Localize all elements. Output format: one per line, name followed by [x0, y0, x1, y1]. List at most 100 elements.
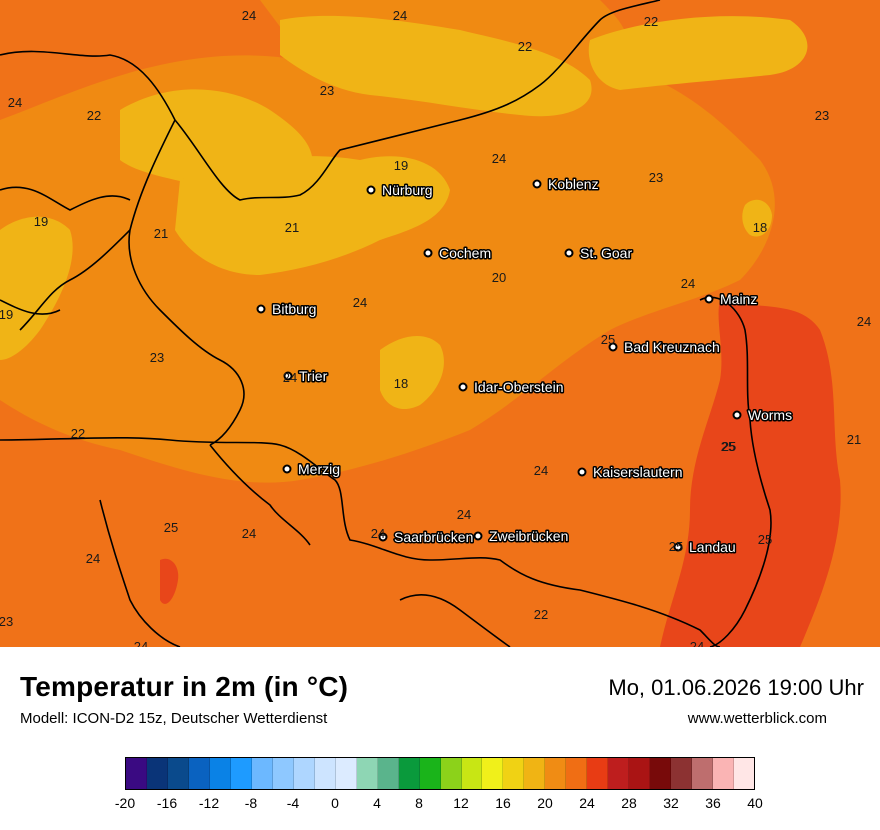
- city-marker: Kaiserslautern: [577, 463, 684, 482]
- color-scale-tick-label: 28: [621, 795, 637, 811]
- red-orange-region-southwest: [160, 558, 179, 604]
- temperature-value-label: 22: [534, 607, 548, 622]
- model-source: Modell: ICON-D2 15z, Deutscher Wetterdie…: [20, 710, 328, 727]
- color-scale-segment: [314, 758, 336, 789]
- color-scale-segment: [230, 758, 252, 789]
- city-label: Cochem: [439, 245, 491, 261]
- city-label: Nürburg: [382, 182, 433, 198]
- temperature-value-label: 22: [87, 108, 101, 123]
- forecast-datetime: Mo, 01.06.2026 19:00 Uhr: [608, 675, 864, 700]
- color-scale-tick-label: -16: [156, 795, 178, 811]
- temperature-value-label: 23: [649, 170, 663, 185]
- color-scale-segment: [209, 758, 231, 789]
- temperature-value-label: 25: [758, 532, 772, 547]
- temperature-value-label: 21: [847, 432, 861, 447]
- color-scale-segment: [356, 758, 378, 789]
- city-marker: Nürburg: [366, 181, 434, 200]
- color-scale-tick-label: 32: [663, 795, 679, 811]
- temperature-value-label: 24: [242, 8, 256, 23]
- temperature-value-label: 22: [518, 39, 532, 54]
- color-scale-tick-label: 4: [373, 795, 381, 811]
- city-marker: Trier: [283, 367, 329, 386]
- city-dot-icon: [458, 382, 468, 392]
- temperature-value-label: 25: [669, 539, 683, 554]
- city-marker: Cochem: [423, 244, 493, 263]
- temperature-value-label: 24: [242, 526, 256, 541]
- color-scale-tick-label: -8: [244, 795, 258, 811]
- color-scale-tick-label: 12: [453, 795, 469, 811]
- color-scale-tick-label: 16: [495, 795, 511, 811]
- color-scale-tick-label: 8: [415, 795, 423, 811]
- color-scale-segment: [398, 758, 420, 789]
- temperature-value-label: 25: [721, 439, 735, 454]
- color-scale-segment: [146, 758, 168, 789]
- color-scale-tick-label: 40: [747, 795, 763, 811]
- color-scale-segment: [461, 758, 483, 789]
- yellow-region-hunsrueck: [380, 335, 444, 410]
- color-scale-segment: [251, 758, 273, 789]
- color-scale-segment: [377, 758, 399, 789]
- city-dot-icon: [704, 294, 714, 304]
- city-dot-icon: [608, 342, 618, 352]
- temperature-label-layer: 24 24 22 22 22 24 23 23 19 24 23 19 21 21 18 20 24 24 19 24…: [0, 8, 871, 647]
- color-scale-segment: [293, 758, 315, 789]
- city-label: Zweibrücken: [489, 528, 568, 544]
- yellow-region-north: [280, 15, 592, 117]
- city-dot-icon: [378, 532, 388, 542]
- temperature-value-label: 24: [857, 314, 871, 329]
- color-scale-segment: [692, 758, 714, 789]
- temperature-value-label: 18: [394, 376, 408, 391]
- temperature-value-label: 23: [150, 350, 164, 365]
- temperature-value-label: 18: [753, 220, 767, 235]
- temperature-value-label: 24: [371, 526, 385, 541]
- yellow-region-northeast: [588, 16, 808, 91]
- color-scale-segment: [734, 758, 755, 789]
- city-marker: Idar-Oberstein: [458, 378, 565, 397]
- temperature-value-label: 22: [644, 14, 658, 29]
- color-scale-segment: [335, 758, 357, 789]
- color-scale-segment: [650, 758, 672, 789]
- city-label: Mainz: [720, 291, 757, 307]
- temperature-value-label: 25: [164, 520, 178, 535]
- city-dot-icon: [577, 467, 587, 477]
- color-scale-segment: [503, 758, 525, 789]
- city-label: Landau: [689, 539, 736, 555]
- temperature-value-label: 24: [134, 639, 148, 647]
- color-scale-segment: [608, 758, 630, 789]
- city-dot-icon: [473, 531, 483, 541]
- city-label: Bitburg: [272, 301, 316, 317]
- city-dot-icon: [564, 248, 574, 258]
- color-scale-tick-label: 20: [537, 795, 553, 811]
- border-lines: [0, 0, 772, 647]
- temperature-value-label: 23: [815, 108, 829, 123]
- temperature-value-label: 24: [8, 95, 22, 110]
- city-label: Kaiserslautern: [593, 464, 683, 480]
- city-label: Koblenz: [548, 176, 599, 192]
- city-marker: Koblenz: [532, 175, 600, 194]
- city-label: Idar-Oberstein: [474, 379, 563, 395]
- color-scale-segment: [545, 758, 567, 789]
- city-marker: Merzig: [282, 460, 342, 479]
- city-marker: Bitburg: [256, 300, 318, 319]
- temperature-value-label: 24: [283, 370, 297, 385]
- temperature-value-label: 24: [534, 463, 548, 478]
- color-scale-tick-label: -20: [114, 795, 136, 811]
- map-canvas: Nürburg Koblenz Cochem St. Goar Mainz Bitburg…: [0, 0, 880, 647]
- city-dot-icon: [366, 185, 376, 195]
- city-marker: Worms: [732, 406, 794, 425]
- temperature-value-label: 19: [34, 214, 48, 229]
- temperature-value-label: 23: [320, 83, 334, 98]
- city-label: Saarbrücken: [394, 529, 473, 545]
- color-scale-segment: [126, 758, 147, 789]
- city-marker: Mainz: [704, 290, 759, 309]
- city-marker: Saarbrücken: [378, 528, 475, 547]
- color-scale-segment: [671, 758, 693, 789]
- color-scale-segment: [629, 758, 651, 789]
- temperature-value-label: 24: [86, 551, 100, 566]
- color-scale-segment: [524, 758, 546, 789]
- website-link[interactable]: www.wetterblick.com: [687, 710, 827, 727]
- city-label: Trier: [299, 368, 328, 384]
- city-dot-icon: [282, 464, 292, 474]
- color-scale-segment: [482, 758, 504, 789]
- city-label: St. Goar: [580, 245, 632, 261]
